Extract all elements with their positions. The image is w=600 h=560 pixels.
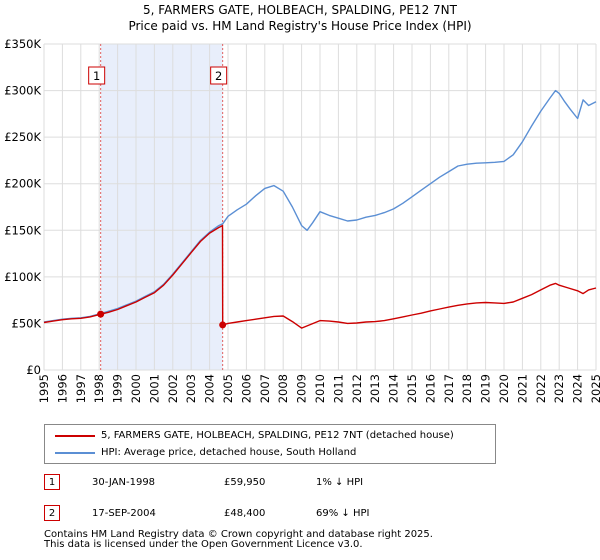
sale-price: £48,400 [224, 508, 266, 519]
footer-line-1: Contains HM Land Registry data © Crown c… [44, 529, 433, 540]
legend: 5, FARMERS GATE, HOLBEACH, SPALDING, PE1… [44, 424, 496, 464]
x-tick-label: 2013 [368, 374, 382, 403]
sale-date: 30-JAN-1998 [92, 477, 156, 488]
legend-label-property: 5, FARMERS GATE, HOLBEACH, SPALDING, PE1… [101, 430, 454, 441]
x-tick-label: 2012 [350, 374, 364, 403]
chart: 1 2 £0 £50K £100K £150K £200K £250K £300K £350K 19… [4, 37, 600, 403]
series-line-hpi [43, 89, 597, 323]
x-tick-label: 2007 [258, 374, 272, 403]
x-tick-label: 2000 [129, 374, 143, 403]
x-tick-label: 2006 [239, 374, 253, 403]
x-tick-label: 2009 [295, 374, 309, 403]
x-tick-label: 2017 [442, 374, 456, 403]
annotation-box [88, 66, 106, 85]
x-tick-label: 2010 [313, 374, 327, 403]
legend-label-hpi: HPI: Average price, detached house, Sout… [101, 447, 357, 458]
x-tick-label: 2004 [203, 374, 217, 403]
y-tick-label: £0 [26, 363, 41, 377]
shaded-period [100, 44, 223, 370]
legend-swatch-hpi [55, 452, 95, 454]
annotation-label: 2 [215, 69, 222, 83]
x-tick-label: 2023 [552, 374, 566, 403]
x-tick-label: 1998 [92, 374, 106, 403]
y-tick-label: £350K [4, 37, 41, 51]
chart-subtitle: Price paid vs. HM Land Registry's House … [128, 19, 472, 33]
sale-point [97, 310, 105, 318]
x-tick-label: 2024 [571, 374, 585, 403]
x-tick-label: 2001 [147, 374, 161, 403]
annotation-label: 1 [93, 69, 100, 83]
x-tick-label: 2014 [387, 374, 401, 403]
x-tick-label: 2005 [221, 374, 235, 403]
x-tick-label: 1996 [55, 374, 69, 403]
sale-hpi-diff: 1% ↓ HPI [316, 477, 364, 488]
x-tick-label: 2015 [405, 374, 419, 403]
y-tick-label: £250K [4, 130, 41, 144]
x-tick-label: 1999 [111, 374, 125, 403]
x-tick-label: 2025 [589, 374, 600, 403]
x-tick-label: 2019 [479, 374, 493, 403]
series-line-property [43, 224, 597, 329]
annotation-box [210, 66, 228, 85]
sale-hpi-diff: 69% ↓ HPI [316, 508, 370, 519]
x-tick-label: 2003 [184, 374, 198, 403]
sale-marker-label: 2 [44, 505, 60, 521]
legend-swatch-property [55, 435, 95, 437]
x-tick-label: 1997 [74, 374, 88, 403]
x-tick-label: 2022 [534, 374, 548, 403]
y-tick-label: £100K [4, 270, 41, 284]
y-tick-label: £150K [4, 223, 41, 237]
x-tick-label: 2020 [497, 374, 511, 403]
chart-title-block: 5, FARMERS GATE, HOLBEACH, SPALDING, PE1… [0, 2, 600, 34]
x-tick-label: 2002 [166, 374, 180, 403]
sale-marker-label: 1 [44, 474, 60, 490]
x-tick-label: 1995 [37, 374, 51, 403]
x-tick-label: 2021 [515, 374, 529, 403]
sale-price: £59,950 [224, 477, 266, 488]
footer: Contains HM Land Registry data © Crown c… [44, 530, 433, 550]
y-tick-label: £300K [4, 84, 41, 98]
x-tick-label: 2018 [460, 374, 474, 403]
sale-date: 17-SEP-2004 [92, 508, 156, 519]
sale-point [219, 321, 227, 329]
y-tick-label: £50K [12, 316, 42, 330]
chart-title: 5, FARMERS GATE, HOLBEACH, SPALDING, PE1… [143, 3, 457, 17]
x-tick-label: 2016 [423, 374, 437, 403]
footer-line-2: This data is licensed under the Open Gov… [44, 539, 363, 550]
y-tick-label: £200K [4, 177, 41, 191]
x-tick-label: 2011 [331, 374, 345, 403]
x-tick-label: 2008 [276, 374, 290, 403]
